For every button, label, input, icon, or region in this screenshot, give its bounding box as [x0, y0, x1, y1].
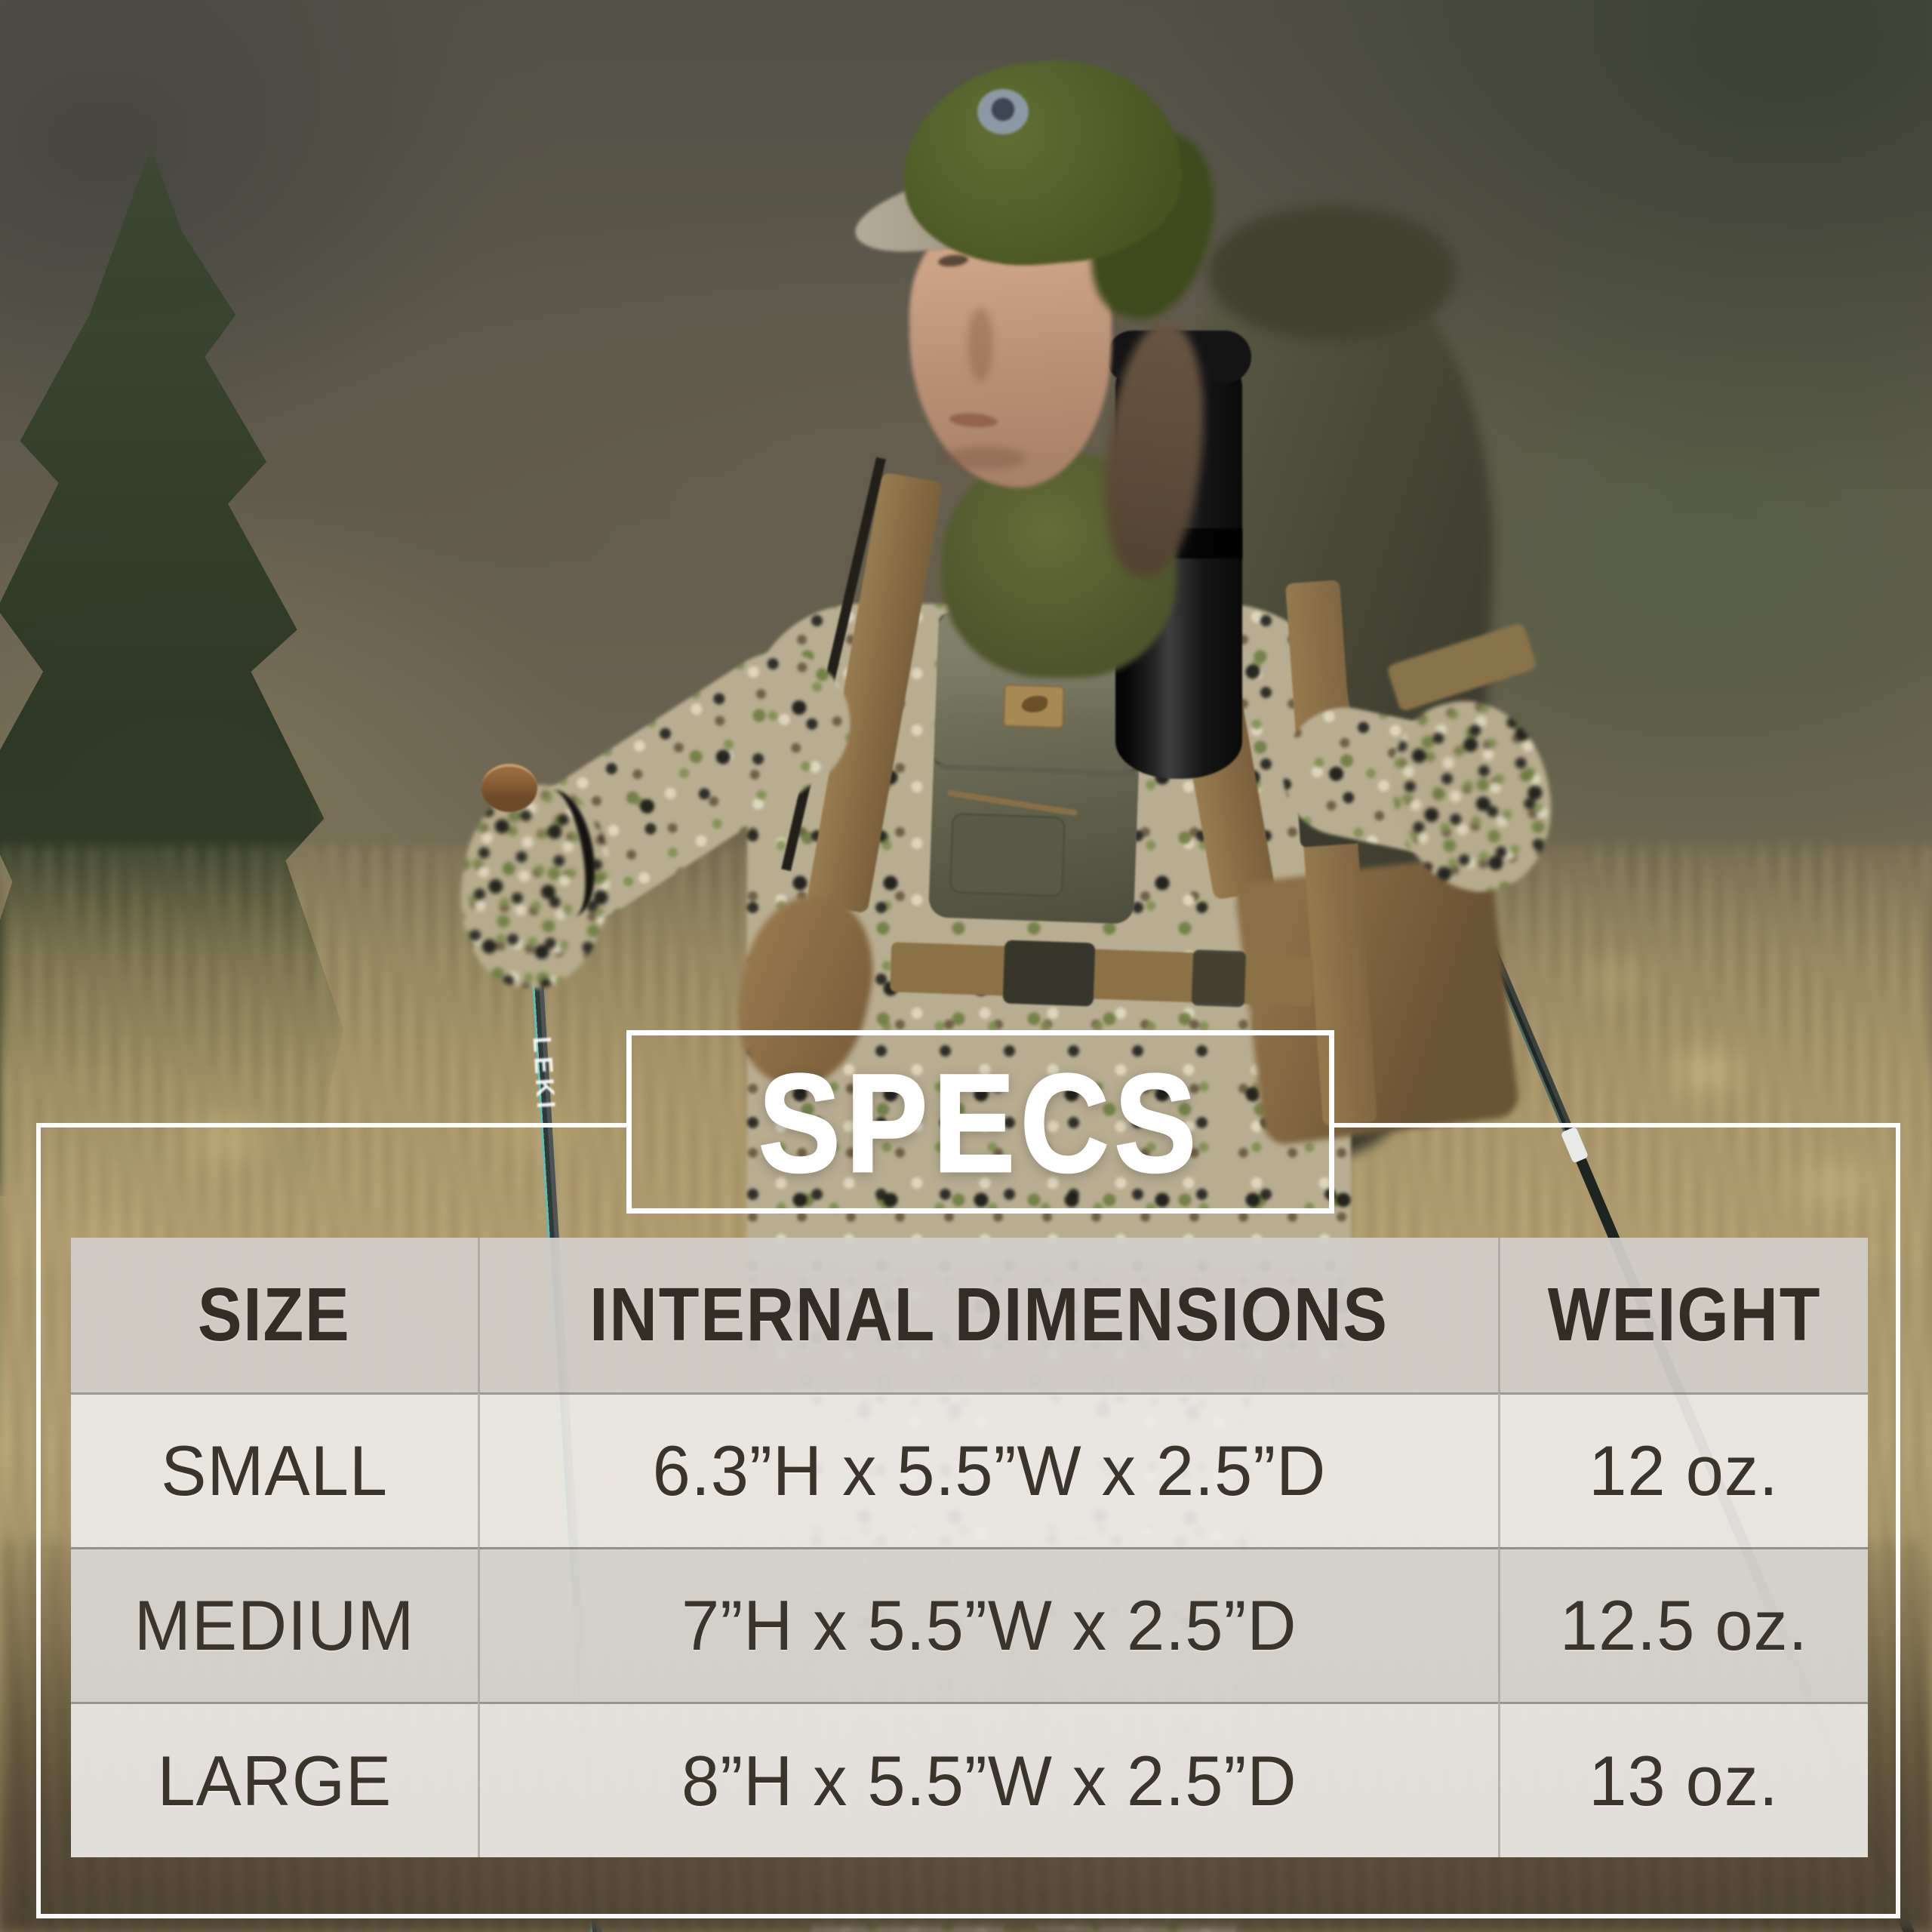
frame-top-border-left: [36, 1123, 626, 1128]
row-large-dimensions: 8”H x 5.5”W x 2.5”D: [478, 1702, 1498, 1857]
cell-text: LARGE: [157, 1740, 392, 1820]
cell-text: 13 oz.: [1589, 1740, 1780, 1820]
column-header-dimensions: INTERNAL DIMENSIONS: [478, 1238, 1498, 1392]
column-header-size: SIZE: [71, 1238, 478, 1392]
specs-title-box: SPECS: [626, 1030, 1334, 1214]
column-header-weight: WEIGHT: [1498, 1238, 1868, 1392]
cell-text: 7”H x 5.5”W x 2.5”D: [681, 1586, 1297, 1665]
cell-text: 6.3”H x 5.5”W x 2.5”D: [652, 1431, 1326, 1510]
row-large-size: LARGE: [71, 1702, 478, 1857]
row-medium-dimensions: 7”H x 5.5”W x 2.5”D: [478, 1547, 1498, 1702]
header-text: INTERNAL DIMENSIONS: [589, 1272, 1389, 1357]
cell-text: 12.5 oz.: [1560, 1586, 1808, 1665]
cell-text: SMALL: [161, 1431, 388, 1510]
cell-text: 8”H x 5.5”W x 2.5”D: [681, 1740, 1297, 1820]
spec-table: SIZE INTERNAL DIMENSIONS WEIGHT SMALL 6.…: [71, 1238, 1868, 1857]
specs-title: SPECS: [758, 1046, 1202, 1201]
row-medium-size: MEDIUM: [71, 1547, 478, 1702]
pole-grip-knob: [481, 764, 537, 812]
backpack-roll-top: [1208, 205, 1457, 341]
chin-shadow: [943, 447, 1026, 469]
photo-frame-border: [36, 1123, 1900, 1918]
cell-text: 12 oz.: [1589, 1431, 1780, 1510]
cell-text: MEDIUM: [134, 1586, 415, 1665]
beanie-logo-patch: [977, 89, 1029, 134]
row-medium-weight: 12.5 oz.: [1498, 1547, 1868, 1702]
header-text: WEIGHT: [1547, 1272, 1821, 1357]
frame-top-border-right: [1333, 1123, 1900, 1128]
header-text: SIZE: [198, 1272, 351, 1357]
row-small-dimensions: 6.3”H x 5.5”W x 2.5”D: [478, 1392, 1498, 1547]
row-small-weight: 12 oz.: [1498, 1392, 1868, 1547]
nose-shadow: [968, 308, 993, 382]
row-large-weight: 13 oz.: [1498, 1702, 1868, 1857]
row-small-size: SMALL: [71, 1392, 478, 1547]
